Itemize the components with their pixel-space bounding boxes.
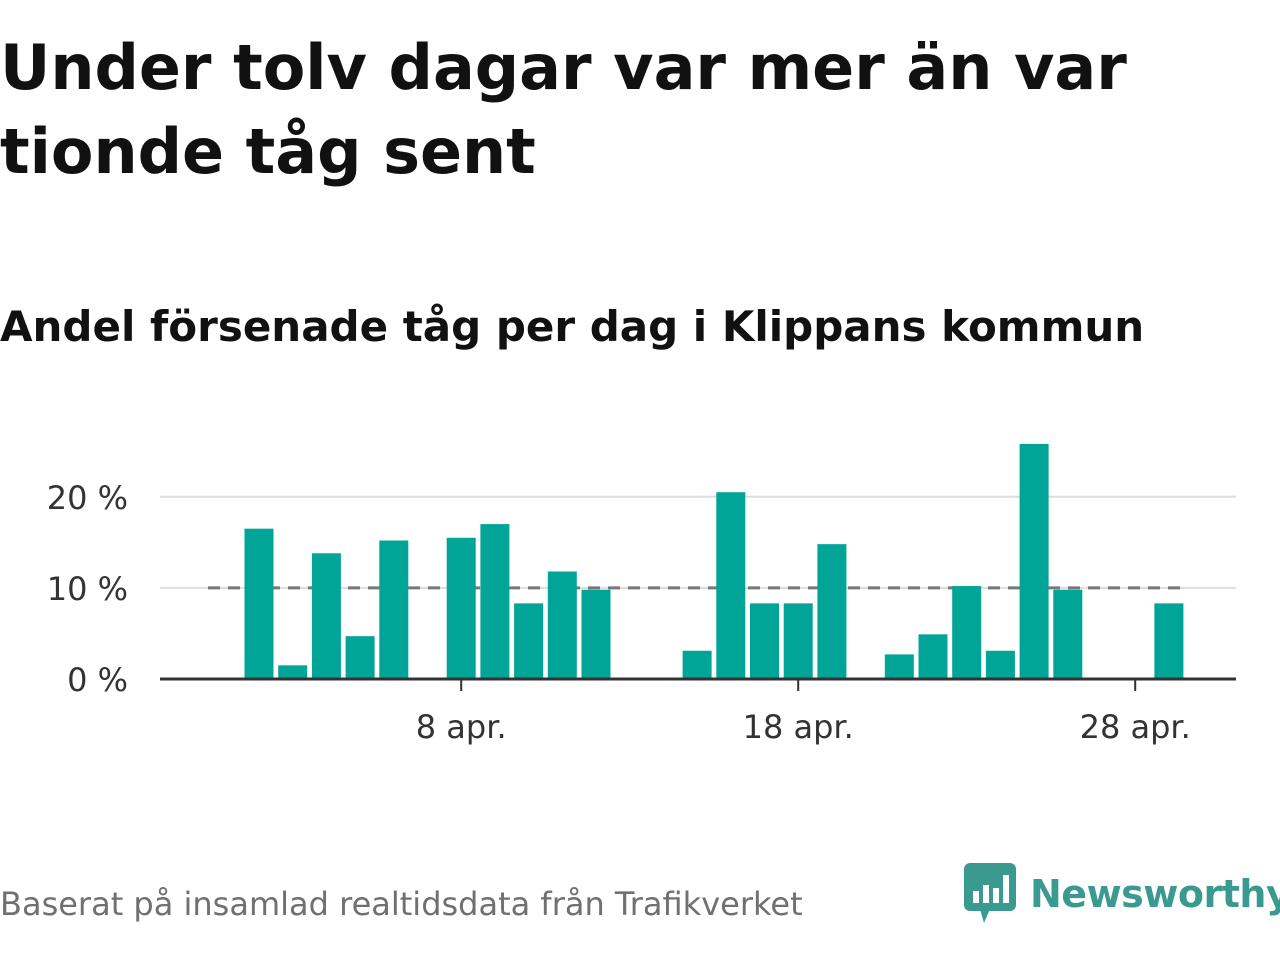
bar-1	[278, 665, 308, 679]
bar-16	[783, 603, 813, 679]
bar-13	[682, 650, 712, 679]
bar-24	[1053, 589, 1083, 679]
bar-8	[514, 603, 544, 679]
bar-7	[480, 524, 510, 679]
tick-labels: 0 % 10 % 20 % 8 apr. 18 apr. 28 apr.	[47, 479, 1191, 746]
y-tick-label-0: 0 %	[67, 661, 128, 699]
bar-22	[985, 650, 1015, 679]
bar-chart: 0 % 10 % 20 % 8 apr. 18 apr. 28 apr.	[47, 443, 1236, 746]
bar-20	[918, 634, 948, 679]
source-note: Baserat på insamlad realtidsdata från Tr…	[0, 885, 803, 923]
bar-0	[244, 528, 274, 679]
x-tick-label-6: 8 apr.	[416, 708, 507, 746]
bar-21	[952, 586, 982, 679]
x-axis	[160, 677, 1236, 691]
bar-14	[716, 492, 746, 679]
bar-chart-speech-bubble-icon	[964, 863, 1016, 923]
x-tick-label-16: 18 apr.	[743, 708, 854, 746]
y-tick-label-20: 20 %	[47, 479, 128, 517]
bar-15	[750, 603, 779, 679]
bar-10	[581, 589, 611, 679]
bar-3	[345, 636, 375, 679]
chart-subtitle: Andel försenade tåg per dag i Klippans k…	[0, 302, 1145, 351]
bar-4	[379, 540, 409, 679]
bar-2	[311, 553, 341, 679]
bar-23	[1019, 443, 1049, 679]
x-tick-label-26: 28 apr.	[1080, 708, 1191, 746]
chart-title: Under tolv dagar var mer än var tionde t…	[0, 31, 1127, 188]
brand-name: Newsworthy	[1030, 872, 1280, 916]
bar-19	[884, 654, 914, 679]
bar-6	[446, 537, 476, 679]
bar-27	[1154, 603, 1184, 679]
y-tick-label-10: 10 %	[47, 570, 128, 608]
bars	[244, 443, 1184, 679]
bar-9	[547, 571, 577, 679]
bar-17	[817, 544, 847, 679]
brand-logo-link[interactable]: Newsworthy	[964, 862, 1280, 926]
